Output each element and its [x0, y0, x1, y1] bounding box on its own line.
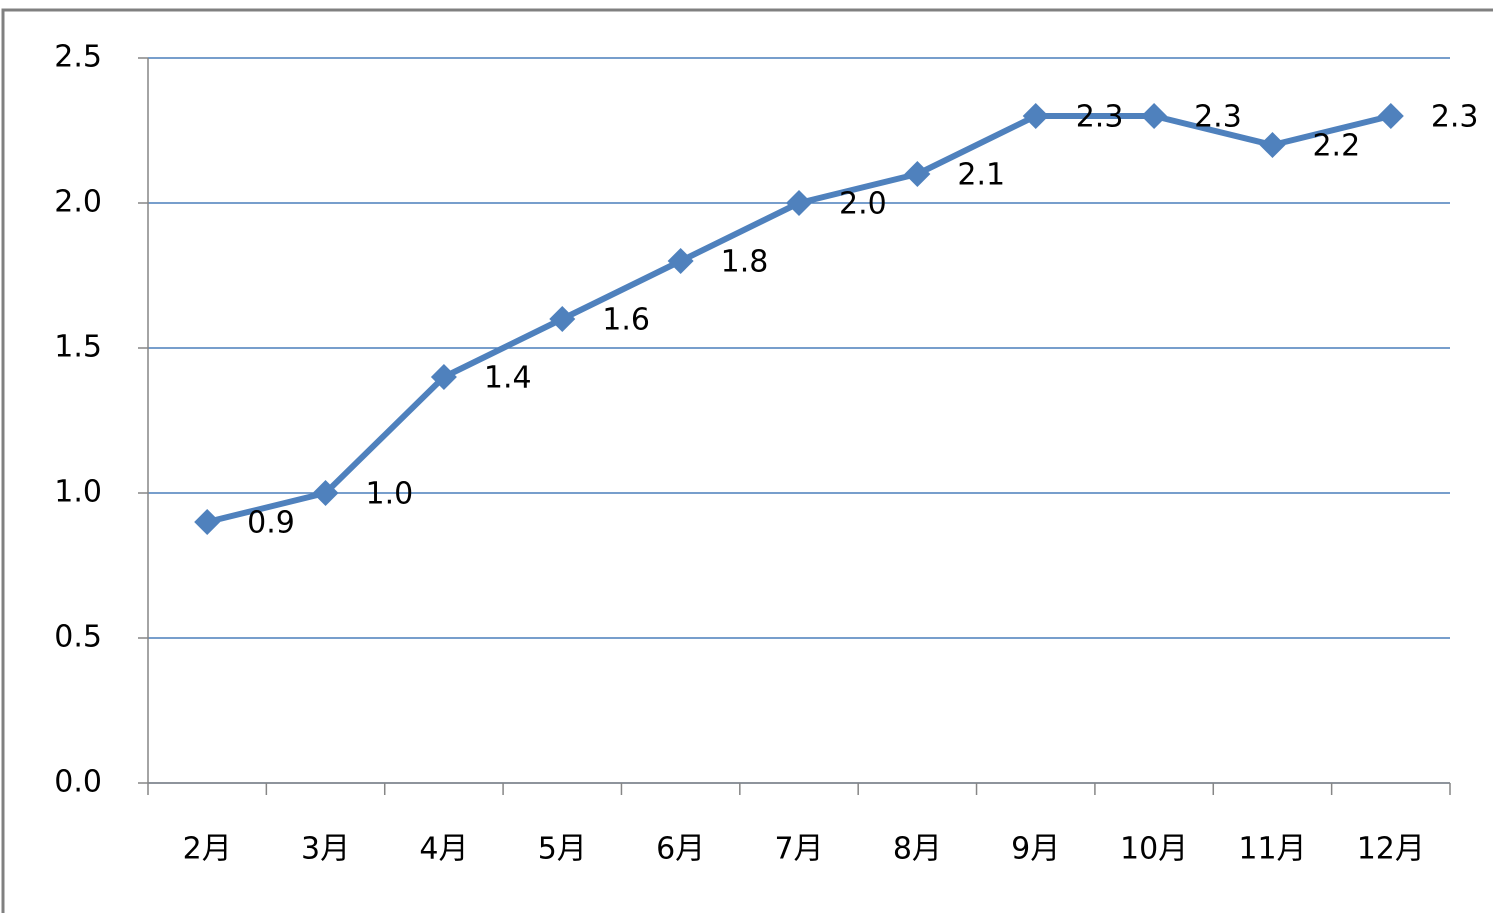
x-tick-label: 9月: [1011, 832, 1060, 867]
x-tick-label: 6月: [656, 832, 705, 867]
x-tick-label: 12月: [1357, 832, 1425, 867]
series-line: [206, 113, 1392, 525]
data-label: 1.0: [366, 477, 414, 512]
x-tick-label: 5月: [538, 832, 587, 867]
x-tick-label: 10月: [1120, 832, 1188, 867]
data-label: 2.3: [1194, 100, 1242, 135]
y-tick-label: 0.5: [54, 620, 102, 655]
y-tick-label: 0.0: [54, 765, 102, 800]
x-tick-label: 8月: [893, 832, 942, 867]
x-tick-label: 3月: [301, 832, 350, 867]
marker: [786, 190, 812, 216]
marker: [1259, 132, 1286, 158]
marker: [1141, 103, 1168, 129]
data-label: 1.4: [484, 361, 532, 396]
marker: [194, 509, 221, 535]
data-label: 2.1: [957, 158, 1005, 193]
marker: [1377, 103, 1404, 129]
marker: [667, 248, 694, 274]
data-label: 2.0: [839, 187, 887, 222]
data-label: 2.3: [1076, 100, 1124, 135]
x-tick-label: 11月: [1238, 832, 1306, 867]
data-label: 0.9: [247, 506, 295, 541]
marker: [312, 480, 339, 506]
y-tick-label: 2.0: [54, 185, 102, 220]
x-tick-label: 2月: [183, 832, 232, 867]
data-label: 1.6: [602, 303, 650, 338]
marker: [430, 364, 457, 390]
y-tick-label: 1.0: [54, 475, 102, 510]
chart-border: [1, 8, 1493, 913]
x-tick-label: 4月: [419, 832, 468, 867]
y-tick-label: 1.5: [54, 330, 102, 365]
marker: [1022, 103, 1049, 129]
x-tick-label: 7月: [774, 832, 823, 867]
data-label: 2.2: [1312, 129, 1360, 164]
data-label: 2.3: [1431, 100, 1479, 135]
data-label: 1.8: [721, 245, 769, 280]
y-tick-label: 2.5: [54, 40, 102, 75]
marker: [904, 161, 931, 187]
marker: [549, 306, 576, 332]
